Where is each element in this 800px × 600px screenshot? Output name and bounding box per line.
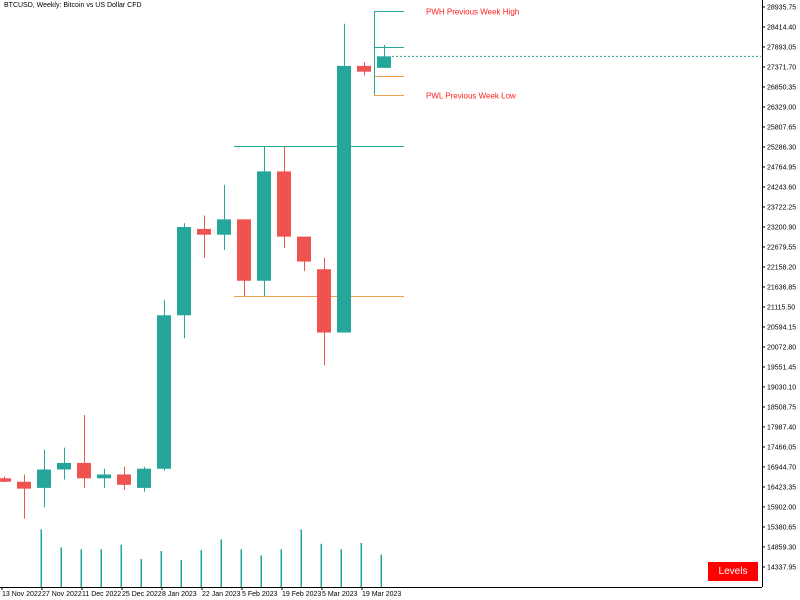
- y-tick-label: 24764.95: [767, 165, 796, 172]
- volume-bar: [60, 547, 62, 587]
- y-tick-label: 19030.10: [767, 385, 796, 392]
- bearish-candle: [0, 478, 11, 482]
- y-tick-label: 16423.35: [767, 485, 796, 492]
- level-lines: PWH Previous Week High PWL Previous Week …: [234, 8, 519, 297]
- x-tick-label: 27 Nov 2022: [42, 591, 82, 598]
- y-tick-label: 14859.30: [767, 545, 796, 552]
- volume-bar: [80, 549, 82, 587]
- x-tick-label: 11 Dec 2022: [82, 591, 121, 598]
- levels-button[interactable]: Levels: [708, 562, 758, 581]
- y-tick-label: 25807.65: [767, 125, 796, 132]
- y-tick-label: 21115.50: [767, 305, 795, 312]
- bullish-candle: [377, 56, 391, 68]
- y-tick-label: 26850.35: [767, 85, 796, 92]
- y-tick-label: 18508.75: [767, 405, 796, 412]
- bearish-candle: [237, 219, 251, 281]
- bearish-candle: [77, 462, 91, 479]
- bullish-candle: [137, 468, 151, 488]
- bearish-candle: [277, 171, 291, 237]
- bullish-candle: [257, 171, 271, 281]
- y-tick-label: 20072.80: [767, 345, 796, 352]
- y-tick-label: 27893.05: [767, 45, 796, 52]
- volume-bar: [240, 549, 242, 587]
- bearish-candle: [317, 269, 331, 333]
- chart-title: BTCUSD, Weekly: Bitcoin vs US Dollar CFD: [4, 2, 142, 9]
- volume-bar: [100, 549, 102, 587]
- x-tick-label: 19 Feb 2023: [282, 591, 321, 598]
- volume-bar: [120, 544, 122, 587]
- bullish-candle: [37, 469, 51, 488]
- x-tick-label: 22 Jan 2023: [202, 591, 241, 598]
- time-axis: 13 Nov 2022 27 Nov 2022 11 Dec 2022 25 Dec …: [1, 587, 401, 598]
- bullish-candle: [177, 227, 191, 316]
- volume-bar: [220, 539, 222, 587]
- bullish-candle: [57, 462, 71, 470]
- y-tick-label: 25286.30: [767, 145, 796, 152]
- bearish-candle: [357, 65, 371, 72]
- level-label-PWH: PWH Previous Week High: [426, 8, 519, 17]
- bullish-candle: [337, 65, 351, 333]
- x-tick-label: 5 Mar 2023: [322, 591, 358, 598]
- y-tick-label: 16944.70: [767, 465, 796, 472]
- volume-bar: [180, 560, 182, 587]
- volume-bar: [340, 549, 342, 587]
- bearish-candle: [117, 474, 131, 485]
- y-tick-label: 28935.75: [767, 5, 796, 12]
- y-tick-label: 22158.20: [767, 265, 796, 272]
- level-label-PWL: PWL Previous Week Low: [426, 92, 516, 101]
- volume-bar: [300, 529, 302, 587]
- y-tick-label: 15380.65: [767, 525, 796, 532]
- y-tick-label: 26329.00: [767, 105, 796, 112]
- x-tick-label: 13 Nov 2022: [2, 591, 42, 598]
- volume-bar: [320, 543, 322, 587]
- y-tick-label: 28414.40: [767, 25, 796, 32]
- y-tick-label: 23200.90: [767, 225, 796, 232]
- x-tick-label: 8 Jan 2023: [162, 591, 197, 598]
- volume-bar: [380, 554, 382, 587]
- volume-bar: [260, 555, 262, 587]
- x-tick-label: 5 Feb 2023: [242, 591, 278, 598]
- volume-bar: [360, 542, 362, 587]
- y-tick-label: 23722.25: [767, 205, 796, 212]
- volume-bar: [280, 549, 282, 587]
- y-tick-label: 20594.15: [767, 325, 796, 332]
- volume-bars: [40, 529, 382, 587]
- bearish-candle: [297, 236, 311, 262]
- y-tick-label: 22679.55: [767, 245, 796, 252]
- bearish-candle: [17, 481, 31, 489]
- bearish-candle: [197, 228, 211, 235]
- y-tick-label: 21636.85: [767, 285, 796, 292]
- price-axis: 28935.75 28414.40 27893.05 27371.70 26850.35…: [762, 5, 796, 572]
- y-tick-label: 19551.45: [767, 365, 796, 372]
- bullish-candle: [217, 219, 231, 235]
- volume-bar: [200, 550, 202, 587]
- y-tick-label: 17466.05: [767, 445, 796, 452]
- candles: [0, 23, 761, 519]
- y-tick-label: 27371.70: [767, 65, 796, 72]
- volume-bar: [40, 529, 42, 587]
- x-tick-label: 19 Mar 2023: [362, 591, 401, 598]
- volume-bar: [160, 551, 162, 587]
- y-tick-label: 14337.95: [767, 565, 796, 572]
- y-tick-label: 15902.00: [767, 505, 796, 512]
- bullish-candle: [157, 315, 171, 469]
- y-tick-label: 24243.60: [767, 185, 796, 192]
- volume-bar: [140, 559, 142, 587]
- x-tick-label: 25 Dec 2022: [122, 591, 162, 598]
- y-tick-label: 17987.40: [767, 425, 796, 432]
- bullish-candle: [97, 474, 111, 479]
